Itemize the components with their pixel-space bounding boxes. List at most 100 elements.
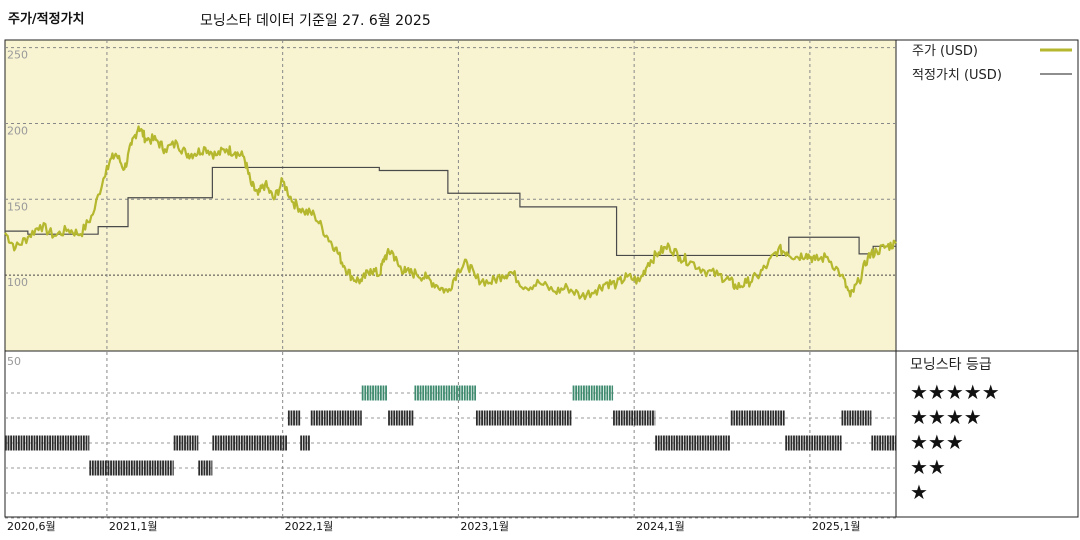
rating-tick [310, 410, 313, 426]
rating-tick [440, 385, 443, 401]
rating-tick [235, 435, 238, 451]
rating-tick [388, 410, 390, 426]
rating-panel-title: 모닝스타 등급 [910, 357, 992, 373]
rating-tick [483, 410, 486, 426]
rating-tick [115, 460, 118, 476]
rating-tick [620, 410, 623, 426]
rating-tick [448, 385, 451, 401]
rating-tick [23, 435, 25, 451]
rating-tick [89, 460, 92, 476]
rating-tick [75, 435, 77, 451]
rating-tick [154, 460, 157, 476]
rating-tick [775, 410, 777, 426]
legend-price-label: 주가 (USD) [912, 44, 978, 59]
y-tick-label: 200 [7, 124, 28, 137]
rating-segment-4-star [730, 410, 785, 426]
rating-tick [499, 410, 502, 426]
rating-tick [419, 385, 422, 401]
rating-tick [756, 410, 759, 426]
rating-tick [285, 435, 287, 451]
rating-tick [722, 435, 725, 451]
rating-tick [360, 410, 362, 426]
x-axis-ticks: 2020,6월 2021,1월 2022,1월 2023,1월 2024,1월 2025,… [7, 520, 860, 533]
rating-tick [191, 435, 194, 451]
rating-tick [398, 410, 401, 426]
rating-tick [443, 385, 445, 401]
rating-tick [46, 435, 49, 451]
rating-tick [486, 410, 489, 426]
rating-tick [717, 435, 720, 451]
rating-tick [352, 410, 355, 426]
rating-tick [851, 410, 854, 426]
rating-tick [259, 435, 261, 451]
rating-tick [176, 435, 179, 451]
rating-tick [59, 435, 62, 451]
rating-tick [522, 410, 525, 426]
rating-tick [385, 385, 387, 401]
rating-tick [172, 460, 174, 476]
rating-tick [130, 460, 133, 476]
rating-tick [102, 460, 105, 476]
rating-tick [683, 435, 686, 451]
rating-tick [749, 410, 751, 426]
x-tick-label: 2024,1월 [636, 520, 685, 533]
rating-tick [800, 435, 803, 451]
rating-tick [673, 435, 676, 451]
rating-tick [841, 410, 844, 426]
rating-tick [580, 385, 583, 401]
rating-tick [264, 435, 267, 451]
rating-tick [248, 435, 251, 451]
rating-tick [20, 435, 23, 451]
rating-tick [564, 410, 567, 426]
rating-tick [668, 435, 671, 451]
rating-tick [839, 435, 842, 451]
rating-tick [829, 435, 832, 451]
rating-tick [461, 385, 464, 401]
x-tick-label: 2023,1월 [460, 520, 509, 533]
rating-tick [551, 410, 554, 426]
rating-tick [709, 435, 712, 451]
chart-title: 주가/적정가치 [8, 12, 85, 27]
rating-tick [598, 385, 601, 401]
rating-tick [272, 435, 274, 451]
rating-tick [10, 435, 12, 451]
rating-tick [214, 435, 217, 451]
rating-tick [339, 410, 342, 426]
rating-tick [57, 435, 59, 451]
rating-level-2: ★★ [910, 455, 946, 479]
x-tick-label: 2021,1월 [109, 520, 158, 533]
rating-tick [821, 435, 824, 451]
rating-tick [5, 435, 7, 451]
rating-tick [374, 385, 377, 401]
rating-tick [77, 435, 80, 451]
rating-tick [274, 435, 277, 451]
rating-tick [143, 460, 146, 476]
rating-tick [298, 410, 301, 426]
rating-level-1: ★ [910, 480, 928, 504]
rating-tick [764, 410, 767, 426]
rating-segment-5-star [361, 385, 387, 401]
rating-tick [406, 410, 409, 426]
rating-tick [613, 410, 615, 426]
rating-tick [136, 460, 138, 476]
rating-level-5: ★★★★★ [910, 380, 1000, 404]
rating-tick [566, 410, 569, 426]
rating-tick [652, 410, 654, 426]
rating-tick [870, 410, 872, 426]
rating-tick [854, 410, 857, 426]
rating-tick [628, 410, 631, 426]
rating-tick [857, 410, 859, 426]
rating-tick [559, 410, 561, 426]
rating-tick [509, 410, 512, 426]
rating-tick [382, 385, 385, 401]
rating-tick [336, 410, 339, 426]
rating-tick [676, 435, 678, 451]
rating-tick [575, 385, 578, 401]
rating-segment-4-star [310, 410, 362, 426]
rating-tick [803, 435, 806, 451]
data-date-subtitle: 모닝스타 데이터 기준일 27. 6월 2025 [200, 13, 431, 29]
rating-tick [572, 385, 575, 401]
rating-tick [644, 410, 647, 426]
rating-tick [762, 410, 764, 426]
rating-tick [83, 435, 85, 451]
